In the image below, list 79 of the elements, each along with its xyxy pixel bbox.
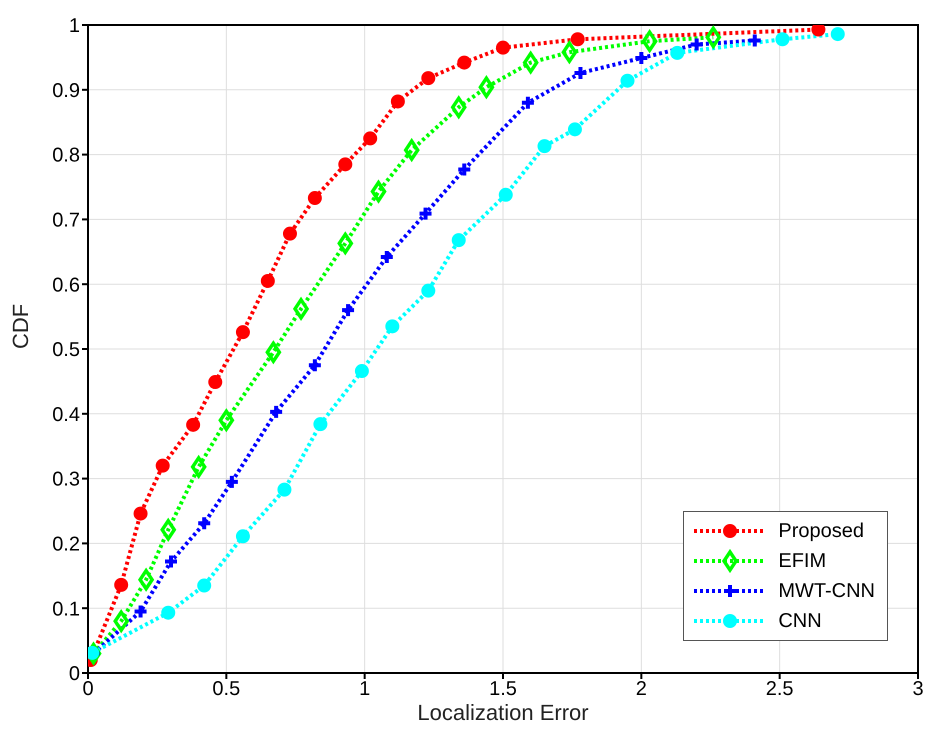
point [293,298,309,320]
point [282,226,297,241]
point [313,417,328,432]
point [478,76,494,98]
point [260,274,275,288]
y-axis-title: CDF [8,304,33,349]
point [218,410,234,432]
point [114,578,128,592]
y-tick-label: 0.8 [52,144,80,167]
point [421,284,436,298]
x-tick-label: 1.5 [489,678,517,700]
point [568,122,582,136]
point [354,364,369,378]
point [642,30,658,52]
point [452,233,466,248]
point [418,206,434,222]
point [811,25,826,37]
point [670,46,684,60]
point [404,139,420,161]
y-tick-label: 0.6 [52,274,80,296]
point [830,27,845,42]
y-tick-label: 0.1 [52,598,80,620]
legend-label: EFIM [778,550,826,572]
point [498,188,513,202]
point [520,94,536,111]
point [156,458,170,473]
point [340,302,356,318]
point [306,357,323,374]
y-tick-label: 0.4 [52,404,80,426]
point [308,191,322,206]
y-tick-label: 0 [68,663,80,686]
x-tick-label: 0.5 [212,678,240,700]
point [277,482,292,497]
point [186,418,200,432]
y-tick-label: 0.5 [52,339,80,362]
point [190,456,206,478]
legend-label: CNN [778,610,822,632]
point [522,52,538,74]
point [338,232,354,254]
point [266,341,282,363]
point [236,325,250,340]
point [421,71,436,86]
point [562,41,578,63]
y-tick-label: 0.3 [52,468,80,491]
x-tick-label: 2 [636,678,647,700]
x-axis-title: Localization Error [417,700,589,725]
point [134,506,148,521]
point [457,56,472,70]
y-tick-label: 0.9 [52,80,80,102]
x-tick-label: 2.5 [766,678,794,700]
point [370,180,386,202]
legend-label: MWT-CNN [778,580,875,602]
legend-label: Proposed [778,520,864,542]
y-tick-label: 0.2 [52,534,80,556]
point [390,94,405,108]
y-tick-label: 0.7 [52,210,80,232]
y-tick-label: 1 [68,15,80,38]
point [138,568,154,590]
point [338,157,352,172]
point [363,131,378,146]
point [160,519,176,541]
point [196,515,212,532]
point [385,319,400,334]
point [161,606,176,620]
x-tick-label: 1 [359,678,370,700]
point [236,529,250,544]
point [224,474,240,490]
point [197,578,212,593]
point [538,139,552,154]
point [268,404,284,420]
point [620,74,634,88]
point [113,610,129,632]
point [450,96,466,118]
point [208,375,222,390]
x-tick-label: 3 [912,678,924,700]
point [570,32,585,46]
point [775,32,790,46]
point [706,26,722,48]
point [496,40,510,55]
